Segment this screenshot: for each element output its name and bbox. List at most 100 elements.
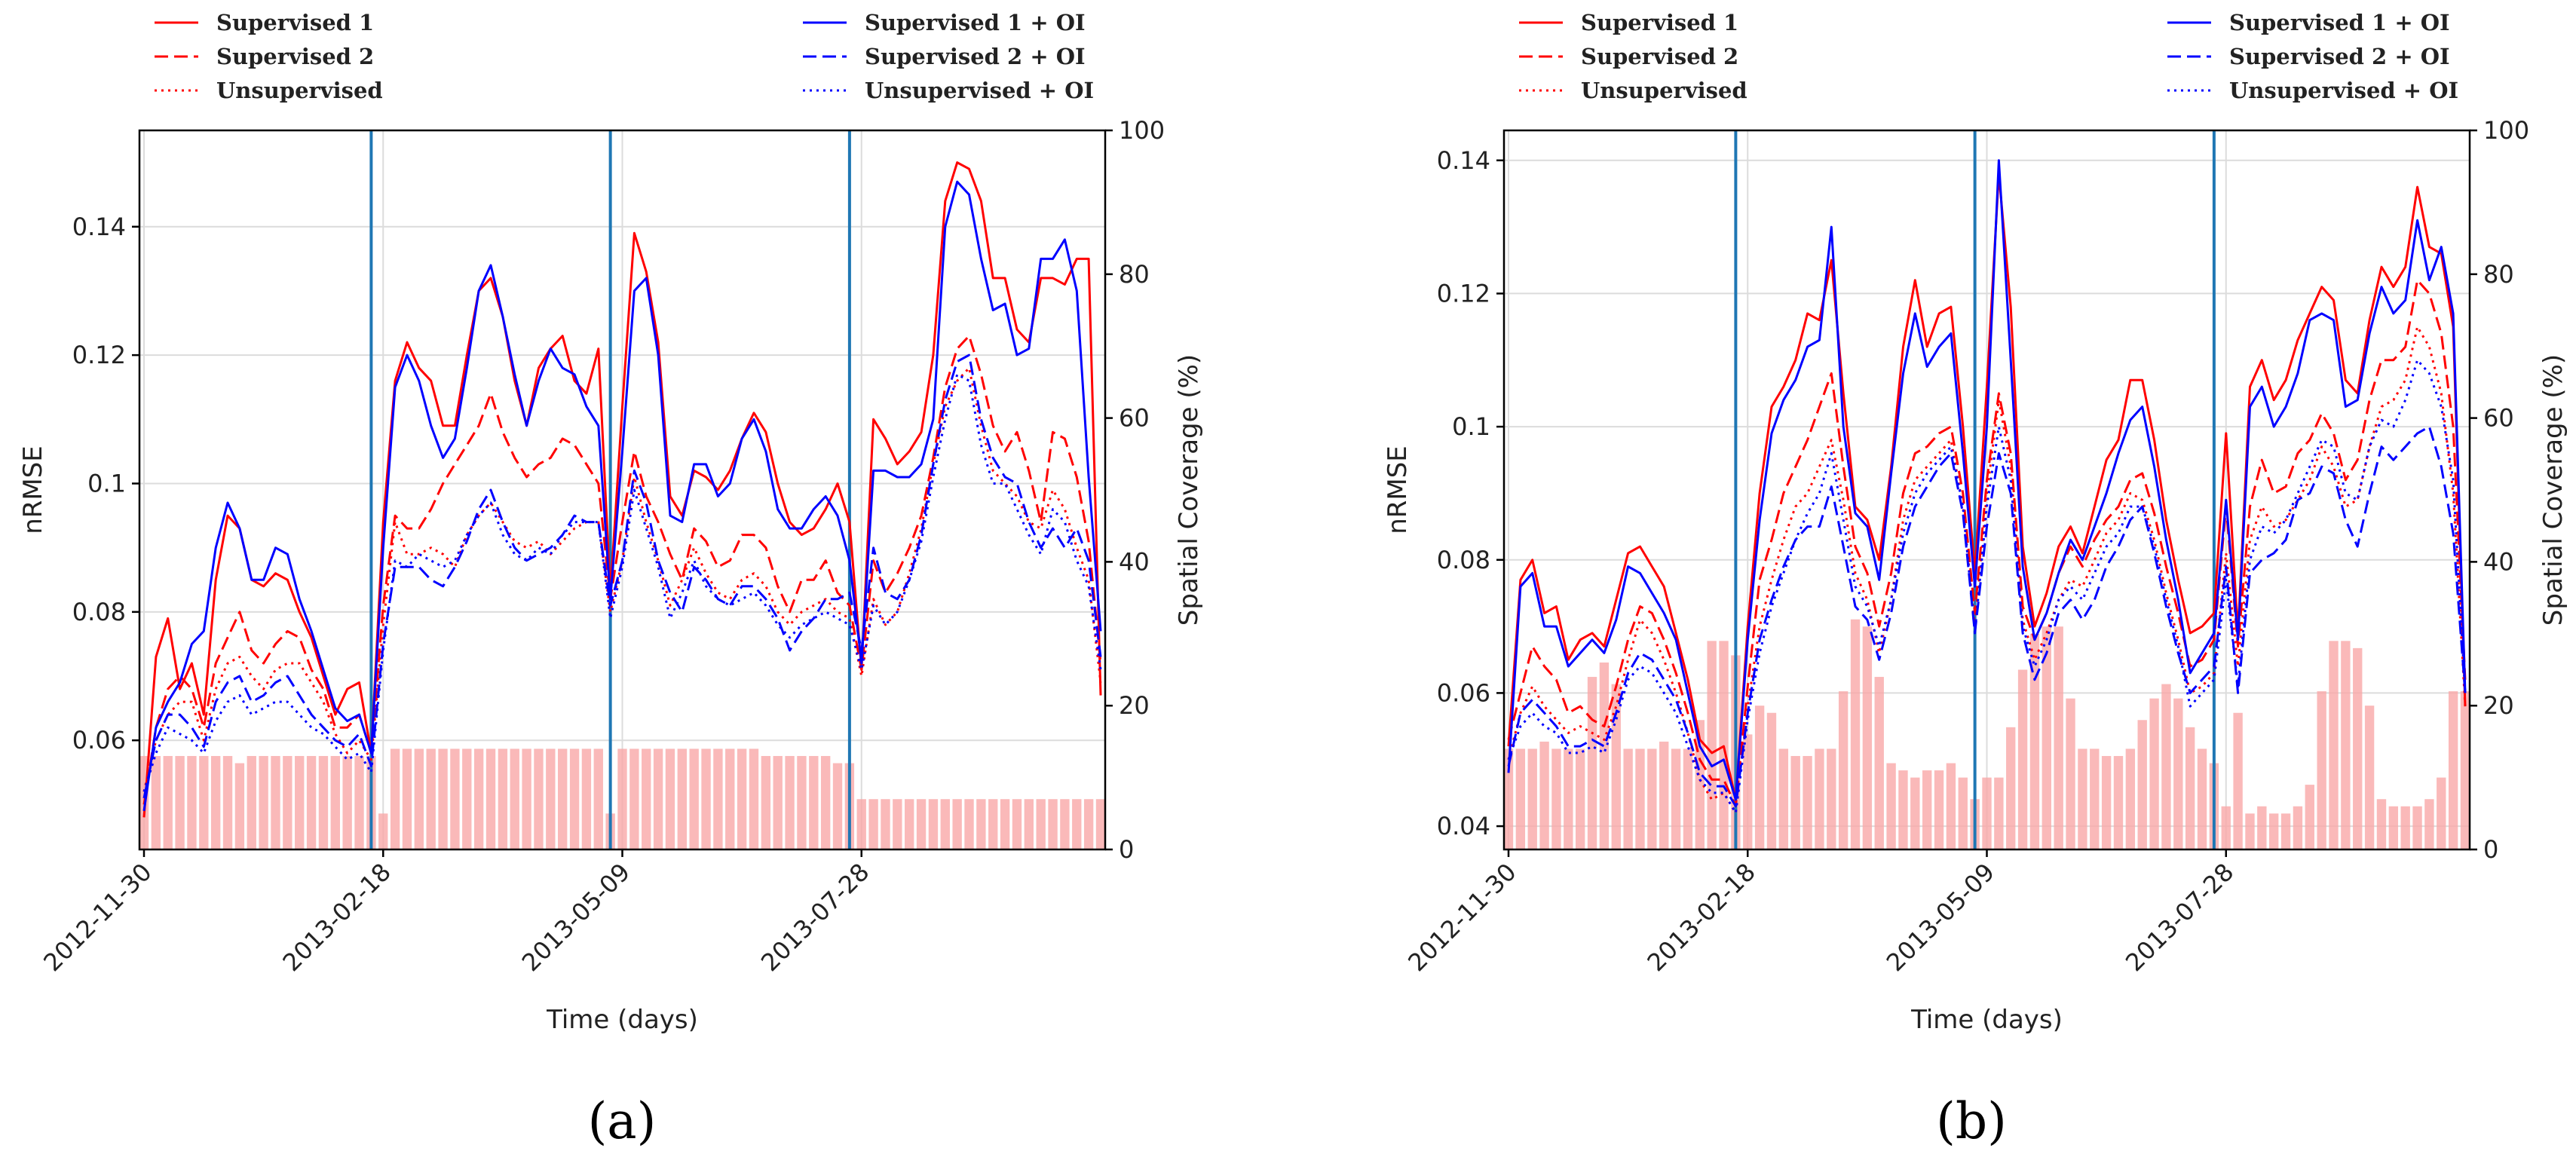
coverage-bar [259, 755, 268, 849]
coverage-bar [2245, 813, 2255, 849]
coverage-bar [1647, 748, 1657, 849]
coverage-bar [2054, 626, 2063, 849]
y2-axis-title: Spatial Coverage (%) [2538, 354, 2568, 626]
coverage-bar [689, 748, 699, 849]
coverage-bar [1862, 626, 1873, 849]
coverage-bar [1503, 748, 1514, 849]
coverage-bar [2042, 626, 2051, 849]
coverage-bar [1815, 748, 1824, 849]
coverage-bar [1754, 706, 1765, 849]
y2-tick-label: 100 [1119, 116, 1165, 145]
coverage-bar [1587, 677, 1597, 849]
series-line-supervised-1 [1507, 172, 2467, 801]
series-line-supervised-1-oi [1507, 159, 2467, 801]
y2-tick-label: 0 [1119, 835, 1134, 864]
y2-tick-label: 20 [1119, 691, 1150, 720]
coverage-bar [1743, 734, 1753, 849]
coverage-bar [629, 748, 639, 849]
coverage-bar [1024, 799, 1034, 849]
x-tick-label: 2013-05-09 [1881, 858, 2000, 977]
x-axis-title: Time (days) [546, 1005, 698, 1035]
coverage-bar [402, 748, 412, 849]
y-axis-title: nRMSE [18, 445, 48, 534]
legend-label: Unsupervised + OI [2229, 78, 2458, 103]
legend-label: Supervised 2 + OI [865, 44, 1086, 69]
coverage-bar [1036, 799, 1046, 849]
coverage-bar [330, 755, 340, 849]
coverage-bar [737, 748, 747, 849]
coverage-bar [1838, 691, 1849, 849]
coverage-bar [1790, 755, 1800, 849]
coverage-bar [713, 748, 723, 849]
coverage-bar [522, 748, 531, 849]
legend-label: Supervised 1 + OI [865, 10, 1086, 35]
coverage-bar [820, 755, 831, 849]
legend-label: Supervised 1 + OI [2229, 10, 2450, 35]
coverage-bar [390, 748, 400, 849]
coverage-bar [234, 763, 245, 849]
coverage-bar [271, 755, 280, 849]
coverage-bar [2173, 698, 2183, 849]
y2-tick-label: 60 [2483, 404, 2514, 433]
coverage-bar [1012, 799, 1022, 849]
coverage-bar [151, 755, 161, 849]
legend-label: Unsupervised [1581, 78, 1747, 103]
legend-label: Supervised 1 [1581, 10, 1738, 35]
coverage-bar [1623, 748, 1633, 849]
coverage-bar [1095, 799, 1106, 849]
coverage-bar [498, 748, 508, 849]
coverage-bar [1683, 748, 1693, 849]
coverage-bar [569, 748, 580, 849]
legend-label: Supervised 2 [1581, 44, 1738, 69]
coverage-bar [2353, 647, 2363, 849]
coverage-bar [976, 799, 986, 849]
x-axis-title: Time (days) [1910, 1005, 2063, 1035]
y-tick-label: 0.1 [1452, 412, 1490, 441]
series-line-supervised-2 [142, 335, 1102, 805]
y-tick-label: 0.04 [1437, 812, 1490, 840]
coverage-bar [1886, 763, 1896, 849]
panel-label: (a) [588, 1092, 657, 1150]
coverage-bar [2197, 748, 2207, 849]
coverage-bar [2006, 727, 2016, 849]
coverage-bar [1946, 763, 1956, 849]
coverage-bar [964, 799, 974, 849]
coverage-bar [295, 755, 305, 849]
coverage-bar [940, 799, 950, 849]
legend-label: Unsupervised + OI [865, 78, 1094, 103]
series-line-supervised-1-oi [142, 180, 1102, 812]
series-line-unsupervised-oi [1507, 359, 2467, 814]
coverage-bar [832, 763, 843, 849]
coverage-bar [856, 799, 866, 849]
coverage-bar [593, 748, 603, 849]
legend-label: Supervised 1 [216, 10, 374, 35]
coverage-bar [2437, 777, 2446, 849]
y2-tick-label: 20 [2483, 691, 2514, 720]
coverage-bar [1910, 777, 1920, 849]
panel-a: 0.06 0.08 0.1 0.12 0.14 0 20 40 60 80 100 2012-11-3… [18, 10, 1204, 1150]
coverage-bar [2364, 706, 2375, 849]
coverage-bar [905, 799, 914, 849]
coverage-bar [893, 799, 902, 849]
coverage-bar [534, 748, 544, 849]
coverage-bar [1874, 677, 1884, 849]
coverage-bar [1922, 770, 1932, 849]
coverage-bar [1707, 641, 1717, 849]
coverage-bar [773, 755, 783, 849]
coverage-bar [1072, 799, 1082, 849]
y-tick-label: 0.08 [72, 598, 126, 626]
coverage-bar [558, 748, 568, 849]
coverage-bar [1982, 777, 1992, 849]
coverage-bar [2269, 813, 2279, 849]
y-tick-label: 0.12 [1437, 279, 1490, 308]
coverage-bar [1575, 748, 1585, 849]
coverage-bar [510, 748, 519, 849]
y2-tick-label: 80 [2483, 260, 2514, 289]
coverage-bar [1527, 748, 1537, 849]
coverage-bar [2424, 799, 2434, 849]
x-tick-label: 2012-11-30 [38, 858, 157, 977]
coverage-bar [617, 748, 627, 849]
y-tick-label: 0.06 [1437, 678, 1490, 707]
coverage-bar [306, 755, 317, 849]
